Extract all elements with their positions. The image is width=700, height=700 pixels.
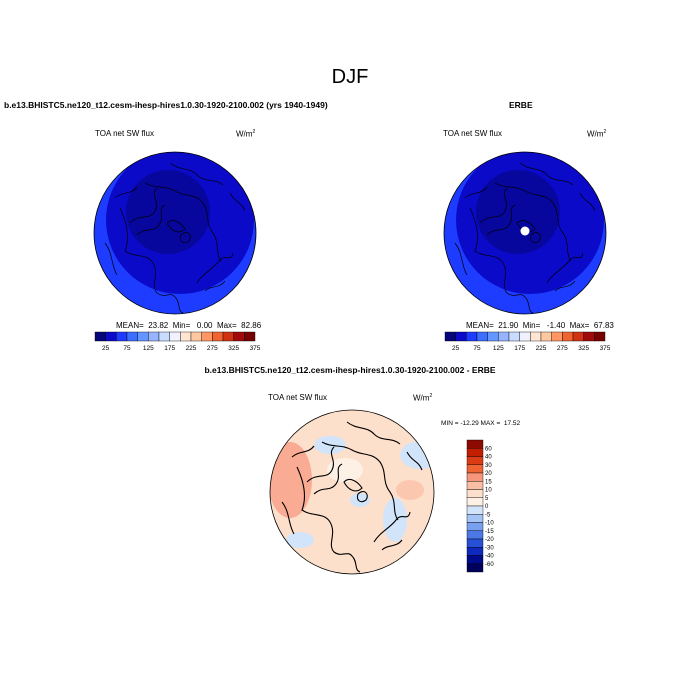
colorbar-tick-label: 30: [485, 463, 492, 469]
colorbar-swatch: [116, 331, 128, 342]
colorbar-swatch: [137, 331, 149, 342]
colorbar-swatch: [476, 331, 488, 342]
colorbar-swatch: [508, 331, 520, 342]
colorbar-tick-label: 175: [164, 345, 175, 352]
colorbar-swatch: [466, 530, 484, 540]
colorbar-tick-label: 10: [485, 488, 492, 494]
panel3-colorbar: 60 40 30 20 15 10 5 0 -5 -10 -15 -20 -30 -40 -60: [466, 439, 494, 573]
colorbar-tick-label: 0: [485, 504, 489, 510]
colorbar-swatch: [190, 331, 202, 342]
panel3-title: b.e13.BHISTC5.ne120_t12.cesm-ihesp-hires…: [204, 365, 496, 375]
colorbar-tick-label: 25: [102, 345, 110, 352]
colorbar-tick-label: -15: [485, 529, 494, 535]
panel1-stats: MEAN= 23.82 Min= 0.00 Max= 82.86: [116, 321, 262, 330]
colorbar-swatch: [466, 522, 484, 531]
colorbar-swatch: [466, 538, 484, 548]
panel3-stats: MIN = -12.29 MAX = 17.52: [441, 420, 521, 427]
colorbar-swatch: [466, 489, 484, 498]
colorbar-swatch: [530, 331, 542, 342]
colorbar-tick-label: 60: [485, 446, 492, 452]
colorbar-swatch: [551, 331, 563, 342]
colorbar-swatch: [466, 547, 484, 556]
panel2-colorbar: 25 75 125 175 225 275 325 375: [444, 331, 611, 352]
colorbar-swatch: [105, 331, 117, 342]
colorbar-tick-label: 125: [493, 345, 504, 352]
colorbar-swatch: [466, 472, 484, 482]
colorbar-tick-label: -5: [485, 512, 491, 518]
colorbar-swatch: [466, 448, 484, 457]
colorbar-swatch: [466, 505, 484, 515]
panel3-map: [269, 409, 435, 575]
colorbar-swatch: [180, 331, 192, 342]
colorbar-tick-label: 225: [186, 345, 197, 352]
colorbar-swatch: [148, 331, 160, 342]
colorbar-swatch: [466, 464, 484, 474]
colorbar-tick-label: 125: [143, 345, 154, 352]
panel1-map: [93, 151, 257, 315]
colorbar-swatch: [233, 331, 245, 342]
colorbar-tick-label: 5: [485, 496, 489, 502]
colorbar-swatch: [540, 331, 552, 342]
figure-title: DJF: [331, 66, 369, 88]
colorbar-tick-label: 375: [250, 345, 261, 352]
panel3-units: W/m2: [413, 393, 433, 403]
colorbar-swatch: [94, 331, 106, 342]
colorbar-tick-label: 225: [536, 345, 547, 352]
panel1-variable: TOA net SW flux: [95, 129, 154, 138]
colorbar-swatch: [466, 555, 484, 564]
colorbar-swatch: [222, 331, 234, 342]
colorbar-swatch: [487, 331, 499, 342]
colorbar-swatch: [572, 331, 584, 342]
colorbar-tick-label: -60: [485, 562, 494, 568]
panel2-title: ERBE: [509, 100, 533, 110]
panel2-stats: MEAN= 21.90 Min= -1.40 Max= 67.83: [466, 321, 614, 330]
colorbar-swatch: [126, 331, 138, 342]
colorbar-swatch: [466, 331, 478, 342]
panel2-map: [443, 151, 607, 315]
colorbar-tick-label: 175: [514, 345, 525, 352]
colorbar-tick-label: 275: [557, 345, 568, 352]
colorbar-swatch: [169, 331, 181, 342]
missing-data-polar-hole: [520, 226, 530, 236]
colorbar-tick-label: -30: [485, 545, 494, 551]
colorbar-swatch: [498, 331, 510, 342]
colorbar-swatch: [212, 331, 224, 342]
colorbar-tick-label: 325: [578, 345, 589, 352]
colorbar-tick-label: 15: [485, 479, 492, 485]
panel1-title: b.e13.BHISTC5.ne120_t12.cesm-ihesp-hires…: [4, 100, 328, 110]
colorbar-swatch: [244, 331, 256, 342]
colorbar-swatch: [444, 331, 456, 342]
colorbar-tick-label: -10: [485, 521, 494, 527]
colorbar-tick-label: 75: [123, 345, 131, 352]
colorbar-swatch: [158, 331, 170, 342]
colorbar-tick-label: 25: [452, 345, 460, 352]
panel1-colorbar: 25 75 125 175 225 275 325 375: [94, 331, 261, 352]
colorbar-swatch: [201, 331, 213, 342]
colorbar-tick-label: -20: [485, 537, 494, 543]
colorbar-swatch: [466, 456, 484, 465]
colorbar-tick-label: 325: [228, 345, 239, 352]
panel1-units: W/m2: [236, 129, 256, 139]
colorbar-swatch: [594, 331, 606, 342]
colorbar-tick-label: 20: [485, 471, 492, 477]
colorbar-swatch: [466, 481, 484, 490]
colorbar-swatch: [455, 331, 467, 342]
colorbar-swatch: [583, 331, 595, 342]
colorbar-swatch: [466, 563, 484, 573]
colorbar-tick-label: -40: [485, 554, 494, 560]
colorbar-tick-label: 75: [473, 345, 481, 352]
colorbar-swatch: [466, 514, 484, 523]
colorbar-tick-label: 275: [207, 345, 218, 352]
colorbar-tick-label: 375: [600, 345, 611, 352]
colorbar-swatch: [519, 331, 531, 342]
panel2-units: W/m2: [587, 129, 607, 139]
colorbar-swatch: [466, 439, 484, 449]
panel2-variable: TOA net SW flux: [443, 129, 502, 138]
colorbar-swatch: [466, 497, 484, 507]
panel3-variable: TOA net SW flux: [268, 393, 327, 402]
colorbar-tick-label: 40: [485, 455, 492, 461]
colorbar-swatch: [562, 331, 574, 342]
